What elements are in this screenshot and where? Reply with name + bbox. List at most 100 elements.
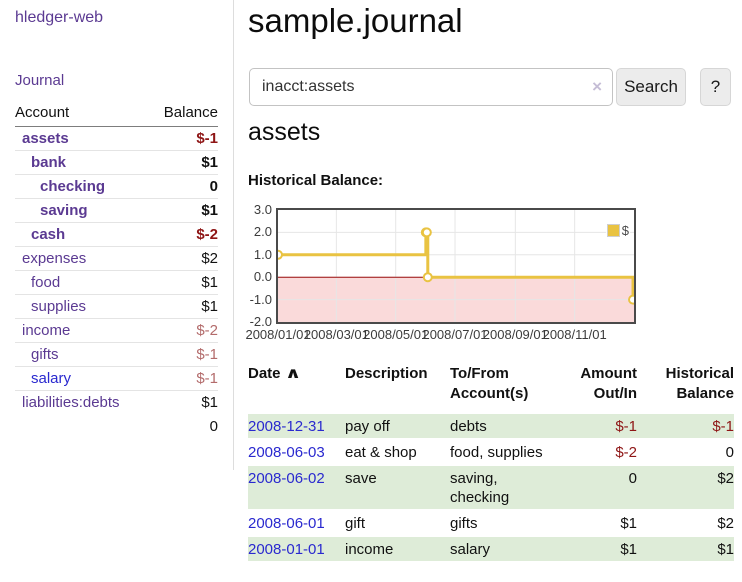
transaction-amount: $-1: [615, 418, 637, 435]
register-header-balance: Historical Balance: [665, 365, 734, 402]
account-row: income $-2: [15, 318, 218, 343]
table-row: 2008-06-02 save saving, checking 0 $2: [248, 465, 734, 510]
table-row: 2008-01-01 income salary $1 $1: [248, 536, 734, 561]
transaction-balance: $-1: [712, 418, 734, 435]
accounts-header-account: Account: [15, 100, 117, 127]
table-row: 2008-12-31 pay off debts $-1 $-1: [248, 413, 734, 439]
help-button[interactable]: ?: [700, 68, 731, 106]
account-link-checking[interactable]: checking: [40, 178, 106, 195]
transaction-description: gift: [345, 515, 366, 532]
account-row: gifts $-1: [15, 342, 218, 367]
x-axis-tick: 2008/05/01: [363, 327, 429, 342]
transaction-date-link[interactable]: 2008-06-02: [248, 470, 325, 487]
account-link-assets[interactable]: assets: [22, 130, 69, 147]
y-axis-tick: -2.0: [249, 314, 272, 329]
account-link-expenses[interactable]: expenses: [22, 250, 87, 267]
register-header-amount: Amount Out/In: [580, 365, 637, 402]
account-row: checking 0: [15, 174, 218, 199]
account-link-food[interactable]: food: [31, 274, 61, 291]
transaction-accounts: saving, checking: [450, 470, 510, 506]
account-balance: $1: [201, 298, 218, 315]
transaction-accounts: food, supplies: [450, 444, 543, 461]
y-axis-tick: 0.0: [253, 269, 272, 285]
transaction-description: eat & shop: [345, 444, 417, 461]
account-balance: $1: [201, 154, 218, 171]
account-balance: 0: [209, 178, 218, 195]
transaction-date-link[interactable]: 2008-01-01: [248, 541, 325, 558]
table-row: 2008-06-01 gift gifts $1 $2: [248, 510, 734, 536]
account-balance: $-2: [196, 226, 218, 243]
page-title: sample.journal: [248, 2, 463, 39]
app-title-link[interactable]: hledger-web: [15, 9, 104, 26]
transaction-balance: $1: [717, 541, 734, 558]
y-axis-tick: -1.0: [249, 291, 272, 307]
search-input[interactable]: [249, 68, 613, 106]
y-axis-tick: 3.0: [253, 202, 272, 217]
account-balance: $-1: [196, 370, 218, 387]
x-axis-tick: 2008/07/01: [422, 327, 488, 342]
account-balance: $1: [201, 202, 218, 219]
transaction-date-link[interactable]: 2008-12-31: [248, 418, 325, 435]
x-axis-tick: 2008/01/01: [245, 327, 311, 342]
register-header-date: Date ∧: [248, 365, 301, 382]
transaction-amount: 0: [628, 470, 637, 487]
register-table-wrap: Date ∧ Description To/From Account(s) Amo…: [248, 362, 734, 561]
register-header-row: Date ∧ Description To/From Account(s) Amo…: [248, 362, 734, 413]
account-row: cash $-2: [15, 222, 218, 247]
search-box: ×: [249, 68, 613, 106]
transaction-date-link[interactable]: 2008-06-01: [248, 515, 325, 532]
accounts-total-spacer: [15, 414, 117, 439]
accounts-header-balance: Balance: [116, 100, 218, 127]
historical-balance-chart: $: [276, 208, 636, 324]
transaction-balance: 0: [725, 444, 734, 461]
accounts-sidebar: Account Balance assets $-1 bank $1 checking 0…: [15, 100, 218, 439]
account-balance: $2: [201, 250, 218, 267]
y-axis-tick: 2.0: [253, 224, 272, 240]
transaction-amount: $1: [620, 515, 637, 532]
transaction-date-link[interactable]: 2008-06-03: [248, 444, 325, 461]
transaction-accounts: gifts: [450, 515, 478, 532]
account-balance: $-2: [196, 322, 218, 339]
account-row: food $1: [15, 270, 218, 295]
clear-search-icon[interactable]: ×: [592, 77, 602, 96]
transaction-amount: $-2: [615, 444, 637, 461]
search-button[interactable]: Search: [616, 68, 686, 106]
account-link-salary[interactable]: salary: [31, 370, 72, 387]
chart-legend: $: [605, 222, 630, 239]
account-link-supplies[interactable]: supplies: [31, 298, 87, 315]
account-link-liabilities-debts[interactable]: liabilities:debts: [22, 394, 120, 411]
account-link-cash[interactable]: cash: [31, 226, 66, 243]
transaction-description: save: [345, 470, 377, 487]
sidebar-divider: [233, 0, 234, 470]
transaction-accounts: debts: [450, 418, 487, 435]
register-header-accounts: To/From Account(s): [450, 365, 529, 402]
sidebar-item-journal[interactable]: Journal: [15, 72, 65, 89]
x-axis-tick: 2008/03/01: [303, 327, 369, 342]
transaction-accounts: salary: [450, 541, 491, 558]
register-header-description: Description: [345, 365, 428, 382]
account-heading: assets: [248, 118, 321, 146]
transaction-amount: $1: [620, 541, 637, 558]
account-row: supplies $1: [15, 294, 218, 319]
table-row: 2008-06-03 eat & shop food, supplies $-2 0: [248, 439, 734, 465]
account-balance: $-1: [196, 130, 218, 147]
transaction-balance: $2: [717, 515, 734, 532]
accounts-header-row: Account Balance: [15, 100, 218, 127]
account-link-bank[interactable]: bank: [31, 154, 67, 171]
sort-asc-icon: ∧: [284, 365, 301, 382]
accounts-total-row: 0: [15, 414, 218, 439]
account-balance: $-1: [196, 346, 218, 363]
transaction-description: pay off: [345, 418, 390, 435]
accounts-total-value: 0: [209, 418, 218, 435]
account-row: bank $1: [15, 150, 218, 175]
account-link-saving[interactable]: saving: [40, 202, 88, 219]
legend-swatch-icon: [606, 224, 620, 237]
account-balance: $1: [201, 394, 218, 411]
account-link-gifts[interactable]: gifts: [31, 346, 59, 363]
account-link-income[interactable]: income: [22, 322, 71, 339]
account-balance: $1: [201, 274, 218, 291]
transaction-balance: $2: [717, 470, 734, 487]
y-axis-tick: 1.0: [253, 246, 272, 262]
account-row: saving $1: [15, 198, 218, 223]
